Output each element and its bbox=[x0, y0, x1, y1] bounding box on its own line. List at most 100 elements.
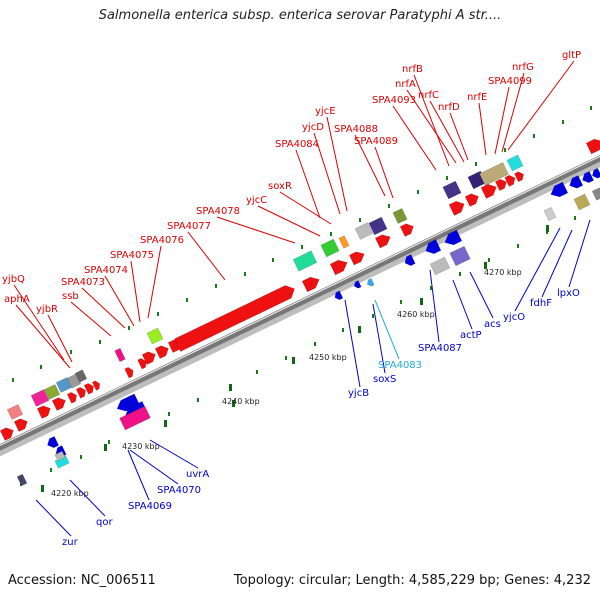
forward-gene-label[interactable]: SPA4088 bbox=[334, 124, 378, 135]
forward-gene-label[interactable]: yjcD bbox=[302, 122, 324, 133]
gene-shape[interactable] bbox=[83, 382, 96, 395]
forward-gene-arrow[interactable] bbox=[480, 182, 499, 199]
forward-gene-arrow[interactable] bbox=[348, 249, 366, 266]
gene-block[interactable] bbox=[338, 235, 350, 249]
forward-gene-label[interactable]: nrfD bbox=[438, 102, 460, 113]
forward-gene-label[interactable]: soxR bbox=[268, 181, 292, 192]
gene-shape[interactable] bbox=[292, 250, 318, 272]
gene-shape[interactable] bbox=[137, 357, 149, 370]
gene-shape[interactable] bbox=[51, 395, 68, 411]
gene-shape[interactable] bbox=[114, 347, 126, 363]
gene-shape[interactable] bbox=[374, 232, 392, 249]
gene-shape[interactable] bbox=[464, 191, 481, 207]
gene-block[interactable] bbox=[543, 206, 557, 222]
forward-gene-label[interactable]: SPA4076 bbox=[140, 235, 184, 246]
reverse-gene-arrow[interactable] bbox=[590, 167, 600, 180]
gene-shape[interactable] bbox=[92, 380, 101, 391]
forward-gene-arrow[interactable] bbox=[374, 232, 392, 249]
gene-shape[interactable] bbox=[329, 257, 350, 276]
forward-gene-arrow[interactable] bbox=[66, 391, 79, 404]
gene-shape[interactable] bbox=[320, 238, 340, 258]
gene-shape[interactable] bbox=[423, 239, 442, 257]
gene-shape[interactable] bbox=[354, 222, 374, 240]
gene-block[interactable] bbox=[392, 208, 408, 224]
forward-gene-label[interactable]: aphA bbox=[4, 294, 30, 305]
gene-shape[interactable] bbox=[590, 167, 600, 180]
forward-gene-label[interactable]: nrfB bbox=[402, 64, 423, 75]
forward-gene-label[interactable]: SPA4084 bbox=[275, 139, 319, 150]
gene-shape[interactable] bbox=[174, 282, 297, 352]
gene-shape[interactable] bbox=[573, 193, 591, 211]
forward-gene-arrow[interactable] bbox=[51, 395, 68, 411]
gene-shape[interactable] bbox=[449, 245, 471, 267]
gene-shape[interactable] bbox=[333, 290, 344, 301]
gene-block[interactable] bbox=[74, 369, 88, 383]
gene-shape[interactable] bbox=[392, 208, 408, 224]
gene-shape[interactable] bbox=[0, 425, 16, 441]
reverse-gene-label[interactable]: SPA4069 bbox=[128, 501, 172, 512]
gene-shape[interactable] bbox=[442, 180, 462, 200]
gene-block[interactable] bbox=[16, 473, 28, 487]
reverse-gene-arrow[interactable] bbox=[423, 239, 442, 257]
forward-gene-arrow[interactable] bbox=[464, 191, 481, 207]
forward-gene-arrow[interactable] bbox=[137, 357, 149, 370]
gene-shape[interactable] bbox=[66, 391, 79, 404]
forward-gene-arrow[interactable] bbox=[174, 282, 297, 352]
forward-gene-arrow[interactable] bbox=[585, 136, 600, 155]
gene-shape[interactable] bbox=[580, 170, 595, 184]
gene-block[interactable] bbox=[354, 222, 374, 240]
gene-shape[interactable] bbox=[480, 182, 499, 199]
gene-shape[interactable] bbox=[504, 174, 517, 187]
reverse-gene-label[interactable]: uvrA bbox=[186, 469, 209, 480]
gene-block[interactable] bbox=[43, 384, 61, 400]
forward-gene-label[interactable]: nrfE bbox=[467, 92, 487, 103]
reverse-gene-arrow[interactable] bbox=[45, 435, 60, 449]
gene-shape[interactable] bbox=[368, 216, 388, 236]
forward-gene-arrow[interactable] bbox=[448, 199, 467, 216]
reverse-gene-label[interactable]: SPA4083 bbox=[378, 360, 422, 371]
forward-gene-label[interactable]: SPA4074 bbox=[84, 265, 128, 276]
forward-gene-label[interactable]: yjcC bbox=[246, 195, 267, 206]
gene-shape[interactable] bbox=[75, 386, 88, 399]
gene-shape[interactable] bbox=[54, 450, 66, 462]
reverse-gene-label[interactable]: SPA4087 bbox=[418, 343, 462, 354]
forward-gene-arrow[interactable] bbox=[154, 343, 171, 359]
gene-shape[interactable] bbox=[448, 199, 467, 216]
reverse-gene-arrow[interactable] bbox=[366, 278, 375, 288]
forward-gene-arrow[interactable] bbox=[301, 274, 322, 293]
forward-gene-label[interactable]: SPA4093 bbox=[372, 95, 416, 106]
gene-shape[interactable] bbox=[36, 403, 53, 419]
gene-shape[interactable] bbox=[154, 343, 171, 359]
gene-block[interactable] bbox=[506, 154, 524, 172]
reverse-gene-label[interactable]: yjcO bbox=[503, 312, 525, 323]
gene-shape[interactable] bbox=[301, 274, 322, 293]
forward-gene-label[interactable]: yjbR bbox=[36, 304, 58, 315]
forward-gene-arrow[interactable] bbox=[329, 257, 350, 276]
reverse-gene-label[interactable]: zur bbox=[62, 537, 79, 548]
forward-gene-arrow[interactable] bbox=[124, 366, 136, 379]
gene-block[interactable] bbox=[591, 187, 600, 201]
gene-block[interactable] bbox=[54, 450, 66, 462]
reverse-gene-label[interactable]: acs bbox=[484, 319, 501, 330]
reverse-gene-arrow[interactable] bbox=[567, 175, 584, 190]
gene-shape[interactable] bbox=[338, 235, 350, 249]
gene-block[interactable] bbox=[320, 238, 340, 258]
forward-gene-arrow[interactable] bbox=[36, 403, 53, 419]
forward-gene-arrow[interactable] bbox=[92, 380, 101, 391]
gene-shape[interactable] bbox=[30, 389, 50, 407]
gene-block[interactable] bbox=[479, 162, 509, 186]
gene-shape[interactable] bbox=[429, 256, 451, 276]
reverse-gene-label[interactable]: soxS bbox=[373, 374, 396, 385]
reverse-gene-label[interactable]: yjcB bbox=[348, 388, 369, 399]
forward-gene-arrow[interactable] bbox=[504, 174, 517, 187]
forward-gene-arrow[interactable] bbox=[0, 425, 16, 441]
gene-block[interactable] bbox=[442, 180, 462, 200]
reverse-gene-arrow[interactable] bbox=[580, 170, 595, 184]
reverse-gene-arrow[interactable] bbox=[548, 181, 569, 200]
gene-shape[interactable] bbox=[399, 221, 416, 237]
gene-shape[interactable] bbox=[348, 249, 366, 266]
gene-shape[interactable] bbox=[366, 278, 375, 288]
reverse-gene-label[interactable]: lpxO bbox=[557, 288, 580, 299]
gene-block[interactable] bbox=[368, 216, 388, 236]
